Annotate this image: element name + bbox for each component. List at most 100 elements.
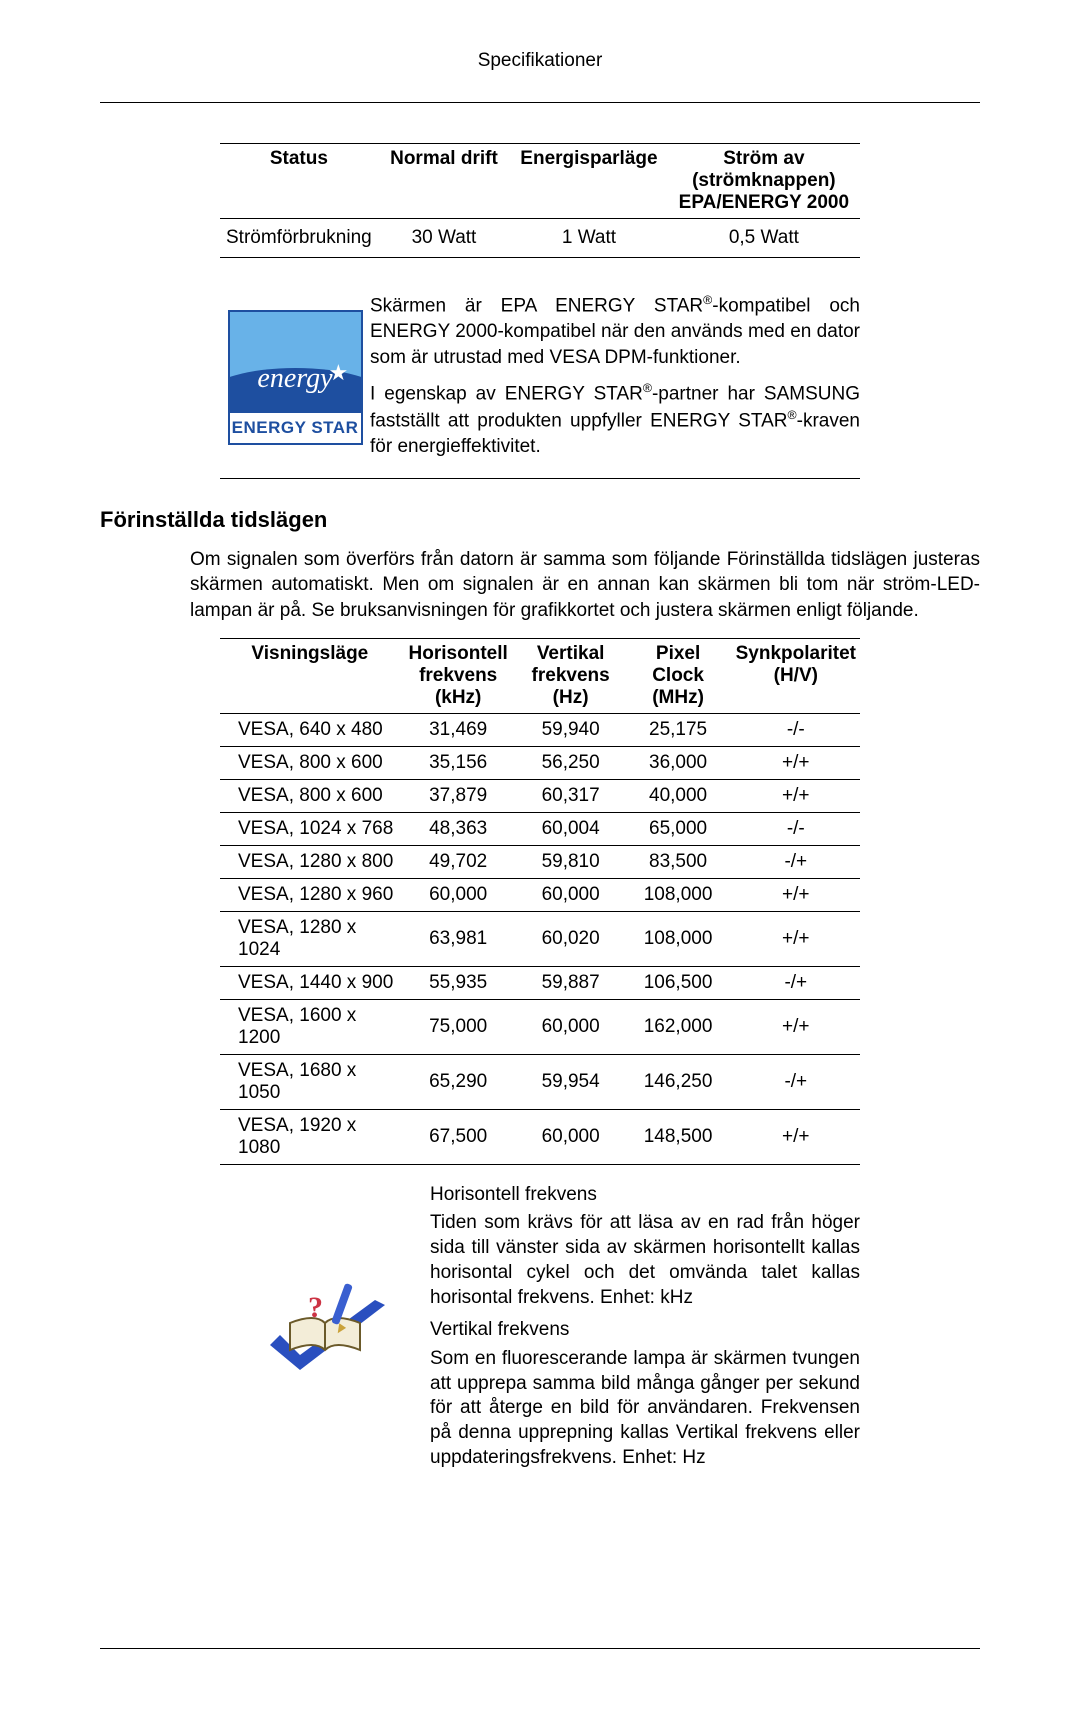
cell-vfreq: 60,317: [517, 779, 625, 812]
cell-hfreq: 49,702: [400, 845, 517, 878]
frequency-text: Horisontell frekvens Tiden som krävs för…: [430, 1181, 860, 1479]
cell-hfreq: 35,156: [400, 746, 517, 779]
cell-sync: -/+: [732, 966, 860, 999]
frequency-icon-cell: ?: [220, 1181, 430, 1479]
cell-pclk: 108,000: [625, 878, 732, 911]
cell-hfreq: 67,500: [400, 1109, 517, 1164]
reg-mark-icon: ®: [788, 408, 797, 422]
cell-hfreq: 63,981: [400, 911, 517, 966]
energy-star-label: ENERGY STAR: [230, 413, 361, 443]
energy-star-text: Skärmen är EPA ENERGY STAR®-kompatibel o…: [370, 286, 860, 470]
cell-hfreq: 60,000: [400, 878, 517, 911]
reg-mark-icon: ®: [643, 381, 652, 395]
table-row: VESA, 1280 x 102463,98160,020108,000+/+: [220, 911, 860, 966]
cell-sync: -/-: [732, 713, 860, 746]
cell-mode: VESA, 1024 x 768: [220, 812, 400, 845]
es-p2-a: I egenskap av ENERGY STAR: [370, 384, 643, 405]
val-normal: 30 Watt: [378, 219, 510, 258]
energy-star-logo-cell: energy ★ ENERGY STAR: [220, 286, 370, 470]
cell-pclk: 36,000: [625, 746, 732, 779]
cell-hfreq: 75,000: [400, 999, 517, 1054]
cell-vfreq: 60,000: [517, 878, 625, 911]
cell-hfreq: 65,290: [400, 1054, 517, 1109]
energy-star-para-2: I egenskap av ENERGY STAR®-partner har S…: [370, 380, 860, 460]
cell-sync: -/+: [732, 845, 860, 878]
cell-vfreq: 60,020: [517, 911, 625, 966]
table-row: VESA, 640 x 48031,46959,94025,175-/-: [220, 713, 860, 746]
table-row: Status Normal drift Energisparläge Ström…: [220, 144, 860, 219]
hfreq-title: Horisontell frekvens: [430, 1183, 860, 1208]
cell-pclk: 162,000: [625, 999, 732, 1054]
table-row: Visningsläge Horisontell frekvens (kHz) …: [220, 638, 860, 713]
cell-vfreq: 56,250: [517, 746, 625, 779]
cell-mode: VESA, 1920 x 1080: [220, 1109, 400, 1164]
hfreq-body: Tiden som krävs för att läsa av en rad f…: [430, 1211, 860, 1310]
row-label: Strömförbrukning: [220, 219, 378, 258]
col-pclk: Pixel Clock (MHz): [625, 638, 732, 713]
cell-vfreq: 60,000: [517, 1109, 625, 1164]
power-status-table: Status Normal drift Energisparläge Ström…: [220, 143, 860, 258]
section-paragraph: Om signalen som överförs från datorn är …: [190, 547, 980, 624]
cell-mode: VESA, 800 x 600: [220, 779, 400, 812]
cell-mode: VESA, 1280 x 800: [220, 845, 400, 878]
vfreq-body: Som en fluorescerande lampa är skärmen t…: [430, 1347, 860, 1470]
reg-mark-icon: ®: [703, 293, 712, 307]
cell-pclk: 108,000: [625, 911, 732, 966]
cell-hfreq: 55,935: [400, 966, 517, 999]
col-vfreq: Vertikal frekvens (Hz): [517, 638, 625, 713]
cell-sync: +/+: [732, 999, 860, 1054]
page: Specifikationer Status Normal drift Ener…: [0, 0, 1080, 1709]
col-mode: Visningsläge: [220, 638, 400, 713]
vfreq-title: Vertikal frekvens: [430, 1318, 860, 1343]
frequency-explain-block: ? Horisontell frekvens Tiden som krävs f…: [220, 1181, 860, 1479]
cell-sync: +/+: [732, 911, 860, 966]
table-row: VESA, 1024 x 76848,36360,00465,000-/-: [220, 812, 860, 845]
cell-pclk: 106,500: [625, 966, 732, 999]
cell-vfreq: 60,004: [517, 812, 625, 845]
table-row: VESA, 1920 x 108067,50060,000148,500+/+: [220, 1109, 860, 1164]
cell-pclk: 65,000: [625, 812, 732, 845]
cell-sync: -/-: [732, 812, 860, 845]
cell-mode: VESA, 1680 x 1050: [220, 1054, 400, 1109]
cell-pclk: 40,000: [625, 779, 732, 812]
cell-mode: VESA, 1440 x 900: [220, 966, 400, 999]
cell-mode: VESA, 800 x 600: [220, 746, 400, 779]
cell-vfreq: 59,810: [517, 845, 625, 878]
table-row: VESA, 1280 x 96060,00060,000108,000+/+: [220, 878, 860, 911]
cell-mode: VESA, 1280 x 1024: [220, 911, 400, 966]
section-heading: Förinställda tidslägen: [100, 507, 980, 533]
table-row: Strömförbrukning 30 Watt 1 Watt 0,5 Watt: [220, 219, 860, 258]
energy-star-badge-top: energy ★: [230, 312, 361, 413]
col-saving: Energisparläge: [510, 144, 668, 219]
cell-vfreq: 60,000: [517, 999, 625, 1054]
footer-rule: [100, 1648, 980, 1649]
col-off: Ström av (strömknappen) EPA/ENERGY 2000: [668, 144, 860, 219]
cell-pclk: 83,500: [625, 845, 732, 878]
cell-hfreq: 31,469: [400, 713, 517, 746]
cell-sync: +/+: [732, 779, 860, 812]
cell-mode: VESA, 640 x 480: [220, 713, 400, 746]
cell-mode: VESA, 1280 x 960: [220, 878, 400, 911]
cell-pclk: 146,250: [625, 1054, 732, 1109]
cell-vfreq: 59,940: [517, 713, 625, 746]
val-saving: 1 Watt: [510, 219, 668, 258]
table-row: VESA, 800 x 60035,15656,25036,000+/+: [220, 746, 860, 779]
book-pen-icon: ?: [260, 1275, 390, 1385]
table-row: VESA, 1680 x 105065,29059,954146,250-/+: [220, 1054, 860, 1109]
energy-star-block: energy ★ ENERGY STAR Skärmen är EPA ENER…: [220, 286, 860, 479]
val-off: 0,5 Watt: [668, 219, 860, 258]
cell-vfreq: 59,954: [517, 1054, 625, 1109]
cell-sync: -/+: [732, 1054, 860, 1109]
col-normal: Normal drift: [378, 144, 510, 219]
cell-hfreq: 37,879: [400, 779, 517, 812]
table-row: VESA, 1280 x 80049,70259,81083,500-/+: [220, 845, 860, 878]
col-hfreq: Horisontell frekvens (kHz): [400, 638, 517, 713]
cell-sync: +/+: [732, 878, 860, 911]
svg-text:?: ?: [308, 1291, 323, 1324]
cell-hfreq: 48,363: [400, 812, 517, 845]
page-header: Specifikationer: [100, 50, 980, 72]
cell-pclk: 25,175: [625, 713, 732, 746]
cell-pclk: 148,500: [625, 1109, 732, 1164]
cell-sync: +/+: [732, 746, 860, 779]
cell-vfreq: 59,887: [517, 966, 625, 999]
